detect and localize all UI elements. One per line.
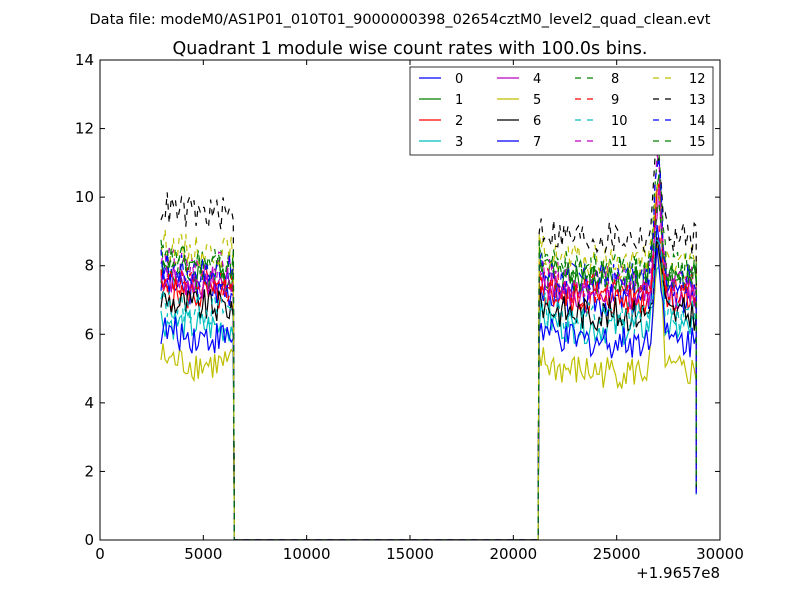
y-tick-label: 6	[84, 325, 94, 343]
series-line-4	[160, 186, 697, 540]
y-tick-label: 8	[84, 257, 94, 275]
legend-label-1: 1	[455, 93, 463, 108]
series-line-2	[160, 183, 697, 540]
series-line-15	[160, 203, 697, 540]
series-layer	[160, 143, 697, 540]
x-axis-offset-label: +1.9657e8	[636, 564, 720, 582]
legend-label-15: 15	[689, 135, 706, 150]
legend-label-14: 14	[689, 114, 706, 129]
x-tick-label: 5000	[184, 545, 222, 563]
series-line-10	[160, 239, 697, 540]
y-tick-label: 4	[84, 394, 94, 412]
legend-label-10: 10	[611, 114, 628, 129]
chart-suptitle: Data file: modeM0/AS1P01_010T01_90000003…	[90, 12, 711, 28]
y-tick-label: 14	[75, 51, 94, 69]
legend-label-7: 7	[533, 135, 541, 150]
chart-title: Quadrant 1 module wise count rates with …	[173, 39, 648, 59]
x-tick-label: 10000	[283, 545, 331, 563]
series-line-14	[160, 157, 697, 540]
legend-label-12: 12	[689, 72, 706, 87]
series-line-7	[160, 247, 697, 540]
x-tick-label: 0	[95, 545, 105, 563]
legend-frame	[409, 66, 714, 156]
series-line-6	[160, 237, 697, 540]
legend-label-3: 3	[455, 135, 463, 150]
legend-label-8: 8	[611, 72, 619, 87]
legend-label-2: 2	[455, 114, 463, 129]
y-tick-label: 10	[75, 188, 94, 206]
series-line-13	[160, 143, 697, 540]
series-line-11	[160, 154, 697, 540]
x-tick-label: 20000	[489, 545, 537, 563]
x-axis: 0 5000 10000 15000 20000 25000 30000	[95, 60, 744, 563]
legend-label-4: 4	[533, 72, 541, 87]
legend-label-11: 11	[611, 135, 628, 150]
x-tick-label: 30000	[696, 545, 744, 563]
legend-label-9: 9	[611, 93, 619, 108]
legend-label-13: 13	[689, 93, 706, 108]
y-tick-label: 12	[75, 120, 94, 138]
y-tick-label: 2	[84, 462, 94, 480]
series-line-12	[160, 184, 697, 540]
legend-label-5: 5	[533, 93, 541, 108]
y-tick-label: 0	[84, 531, 94, 549]
x-tick-label: 15000	[386, 545, 434, 563]
legend-label-6: 6	[533, 114, 541, 129]
x-tick-label: 25000	[593, 545, 641, 563]
legend-label-0: 0	[455, 72, 463, 87]
